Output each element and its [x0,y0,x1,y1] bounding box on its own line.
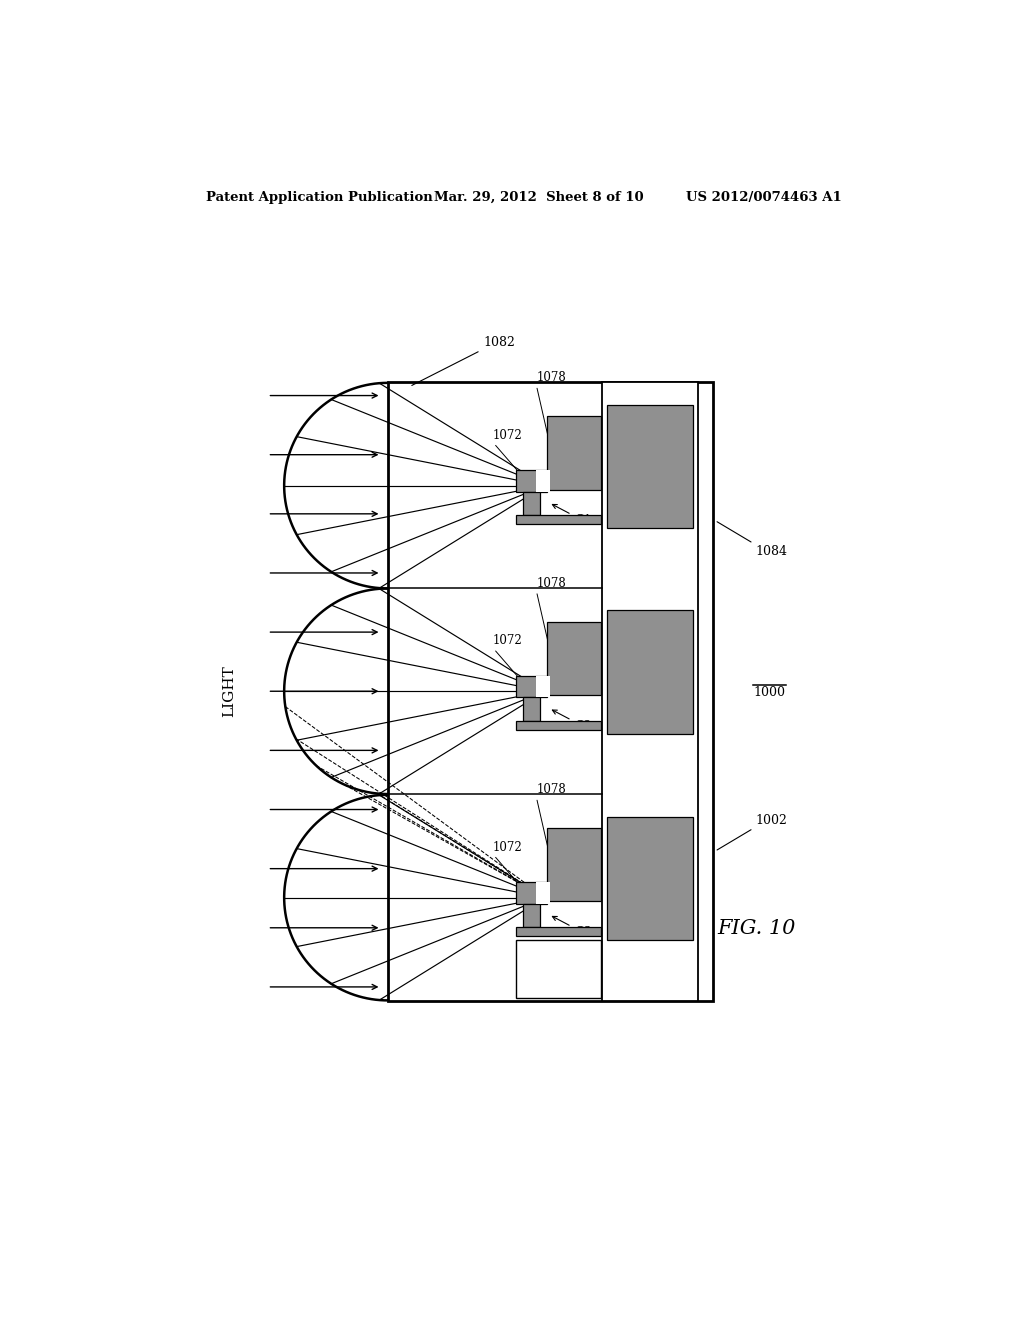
Bar [515,940,601,998]
Bar [388,381,713,1001]
Text: US 2012/0074463 A1: US 2012/0074463 A1 [686,191,842,203]
Text: FIG. 10: FIG. 10 [717,919,796,939]
Text: 1078: 1078 [537,783,566,796]
Bar [537,882,550,904]
Bar [547,416,601,490]
Text: LIGHT: LIGHT [222,665,236,717]
Bar [523,492,541,515]
Bar [515,927,601,936]
Text: C2: C2 [552,710,592,733]
Text: 1072: 1072 [493,635,522,647]
Bar [515,470,547,492]
Bar [537,676,550,697]
Text: 1078: 1078 [537,371,566,384]
Text: Mar. 29, 2012  Sheet 8 of 10: Mar. 29, 2012 Sheet 8 of 10 [434,191,644,203]
Bar [523,697,541,721]
Bar [547,622,601,696]
Text: C1: C1 [552,504,592,527]
Bar [607,817,693,940]
Text: Patent Application Publication: Patent Application Publication [206,191,432,203]
Bar [515,882,547,904]
Bar [537,470,550,492]
Text: 1002: 1002 [756,813,787,826]
Text: 1072: 1072 [493,841,522,854]
Text: 1000: 1000 [754,686,785,698]
Bar [515,721,601,730]
Text: 1072: 1072 [493,429,522,442]
Bar [515,515,601,524]
Bar [515,676,547,697]
Bar [607,405,693,528]
Bar [602,381,697,1001]
Bar [547,829,601,902]
Text: 1084: 1084 [756,545,787,558]
Text: 1082: 1082 [483,337,515,348]
Text: 1078: 1078 [537,577,566,590]
Text: C3: C3 [552,916,592,939]
Bar [523,904,541,927]
Bar [607,610,693,734]
